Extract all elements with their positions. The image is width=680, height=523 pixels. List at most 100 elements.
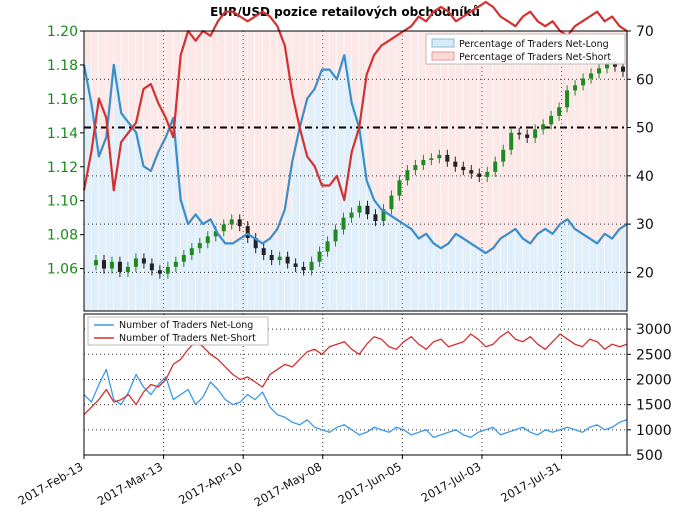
net-short-shade-bar (493, 31, 500, 249)
net-long-shade-bar (597, 243, 605, 311)
net-short-shade-bar (299, 31, 307, 128)
price-candle-body (573, 85, 578, 91)
net-short-shade-bar (381, 31, 389, 210)
price-candle-body (453, 161, 458, 167)
net-short-shade-bar (344, 31, 352, 56)
net-long-shade-bar (269, 238, 277, 311)
net-short-shade-bar (359, 31, 367, 128)
x-tick-label: 2017-Apr-10 (176, 459, 245, 507)
net-long-shade-bar (150, 171, 158, 311)
net-long-shade-bar (493, 248, 500, 311)
legend-label-net-long-pct: Percentage of Traders Net-Long (459, 39, 609, 50)
lower-right-tick-label: 3000 (636, 322, 672, 338)
price-candle-body (517, 132, 522, 135)
net-long-shade-bar (255, 238, 262, 311)
upper-left-tick-label: 1.16 (47, 92, 78, 108)
net-long-shade-bar (448, 243, 456, 311)
net-long-shade-bar (247, 233, 255, 311)
price-candle-body (541, 124, 546, 130)
upper-left-tick-label: 1.12 (47, 160, 78, 176)
price-candle-body (341, 217, 346, 230)
price-candle-body (461, 166, 466, 171)
net-long-shade-bar (537, 233, 545, 311)
net-short-shade-bar (277, 31, 285, 229)
price-candle-body (109, 261, 114, 269)
net-long-shade-bar (426, 233, 434, 311)
price-candle-body (197, 243, 202, 249)
net-long-shade-bar (396, 219, 404, 311)
net-long-shade-bar (158, 151, 166, 311)
net-short-shade-bar (314, 31, 322, 89)
net-long-shade-bar (128, 122, 136, 311)
net-long-shade-bar (322, 69, 329, 311)
upper-left-tick-label: 1.20 (47, 24, 78, 40)
net-long-shade-bar (225, 243, 233, 311)
count-net-short-line (83, 330, 628, 416)
net-short-shade-bar (545, 31, 553, 229)
price-candle-body (181, 255, 186, 262)
net-short-shade-bar (210, 31, 218, 220)
count-net-long-line (83, 368, 628, 439)
x-tick-label: 2017-Feb-13 (16, 459, 86, 507)
price-candle-body (565, 90, 570, 108)
net-long-shade-bar (515, 228, 523, 311)
price-candle-body (221, 224, 226, 232)
chart-title: EUR/USD pozice retailových obchodníků (210, 5, 480, 19)
net-long-shade-bar (292, 161, 300, 311)
net-long-shade-bar (195, 214, 203, 311)
net-short-shade-bar (113, 31, 121, 65)
net-short-shade-bar (351, 31, 359, 104)
x-tick-label: 2017-Jun-05 (336, 459, 404, 507)
net-short-shade-bar (374, 31, 381, 200)
net-long-shade-bar (84, 64, 91, 311)
price-candle-body (93, 260, 98, 266)
lower-legend-box (87, 316, 269, 346)
x-tick-label: 2017-Jul-03 (419, 459, 484, 504)
price-candle-body (229, 219, 234, 225)
net-long-shade-bar (359, 127, 367, 311)
price-candle-body (557, 107, 562, 116)
lower-right-tick-label: 1000 (636, 423, 672, 439)
upper-left-tick-label: 1.14 (47, 126, 78, 142)
net-short-shade-bar (240, 31, 248, 239)
net-long-shade-bar (173, 117, 181, 312)
x-tick-label: 2017-Mar-13 (95, 459, 165, 508)
net-short-shade-bar (396, 31, 404, 220)
net-long-shade-bar (232, 243, 240, 311)
legend-label-count-short: Number of Traders Net-Short (119, 333, 256, 344)
net-long-shade-bar (136, 132, 143, 311)
price-candle-body (125, 266, 130, 272)
net-short-shade-bar (269, 31, 277, 239)
price-candle-body (621, 66, 625, 72)
net-long-shade-bar (582, 233, 590, 311)
net-short-shade-bar (173, 31, 181, 118)
net-short-shade-bar (150, 31, 158, 171)
net-long-shade-bar (567, 219, 575, 311)
net-long-shade-bar (165, 137, 173, 311)
price-candle-body (421, 159, 426, 166)
price-candle-body (597, 68, 602, 74)
net-long-shade-bar (351, 103, 359, 312)
net-short-shade-bar (426, 31, 434, 234)
net-short-shade-bar (322, 31, 329, 70)
lower-right-tick-label: 500 (636, 448, 663, 464)
net-short-shade-bar (329, 31, 337, 70)
price-candle-body (381, 209, 386, 222)
price-candle-body (437, 154, 442, 159)
percentage-net-short-line (82, 0, 628, 202)
price-candle-body (237, 219, 242, 227)
net-long-shade-bar (91, 103, 99, 312)
price-candle-body (533, 129, 538, 138)
net-long-shade-bar (188, 224, 195, 311)
price-candle-body (173, 261, 178, 267)
price-candle-body (445, 154, 450, 162)
net-long-shade-bar (299, 127, 307, 311)
net-short-shade-bar (463, 31, 471, 239)
net-short-shade-bar (307, 31, 314, 99)
upper-right-tick-label: 50 (636, 121, 654, 137)
net-long-shade-bar (403, 224, 411, 311)
legend-label-count-long: Number of Traders Net-Long (119, 320, 253, 331)
net-short-shade-bar (619, 31, 627, 229)
price-candle-body (525, 134, 530, 138)
